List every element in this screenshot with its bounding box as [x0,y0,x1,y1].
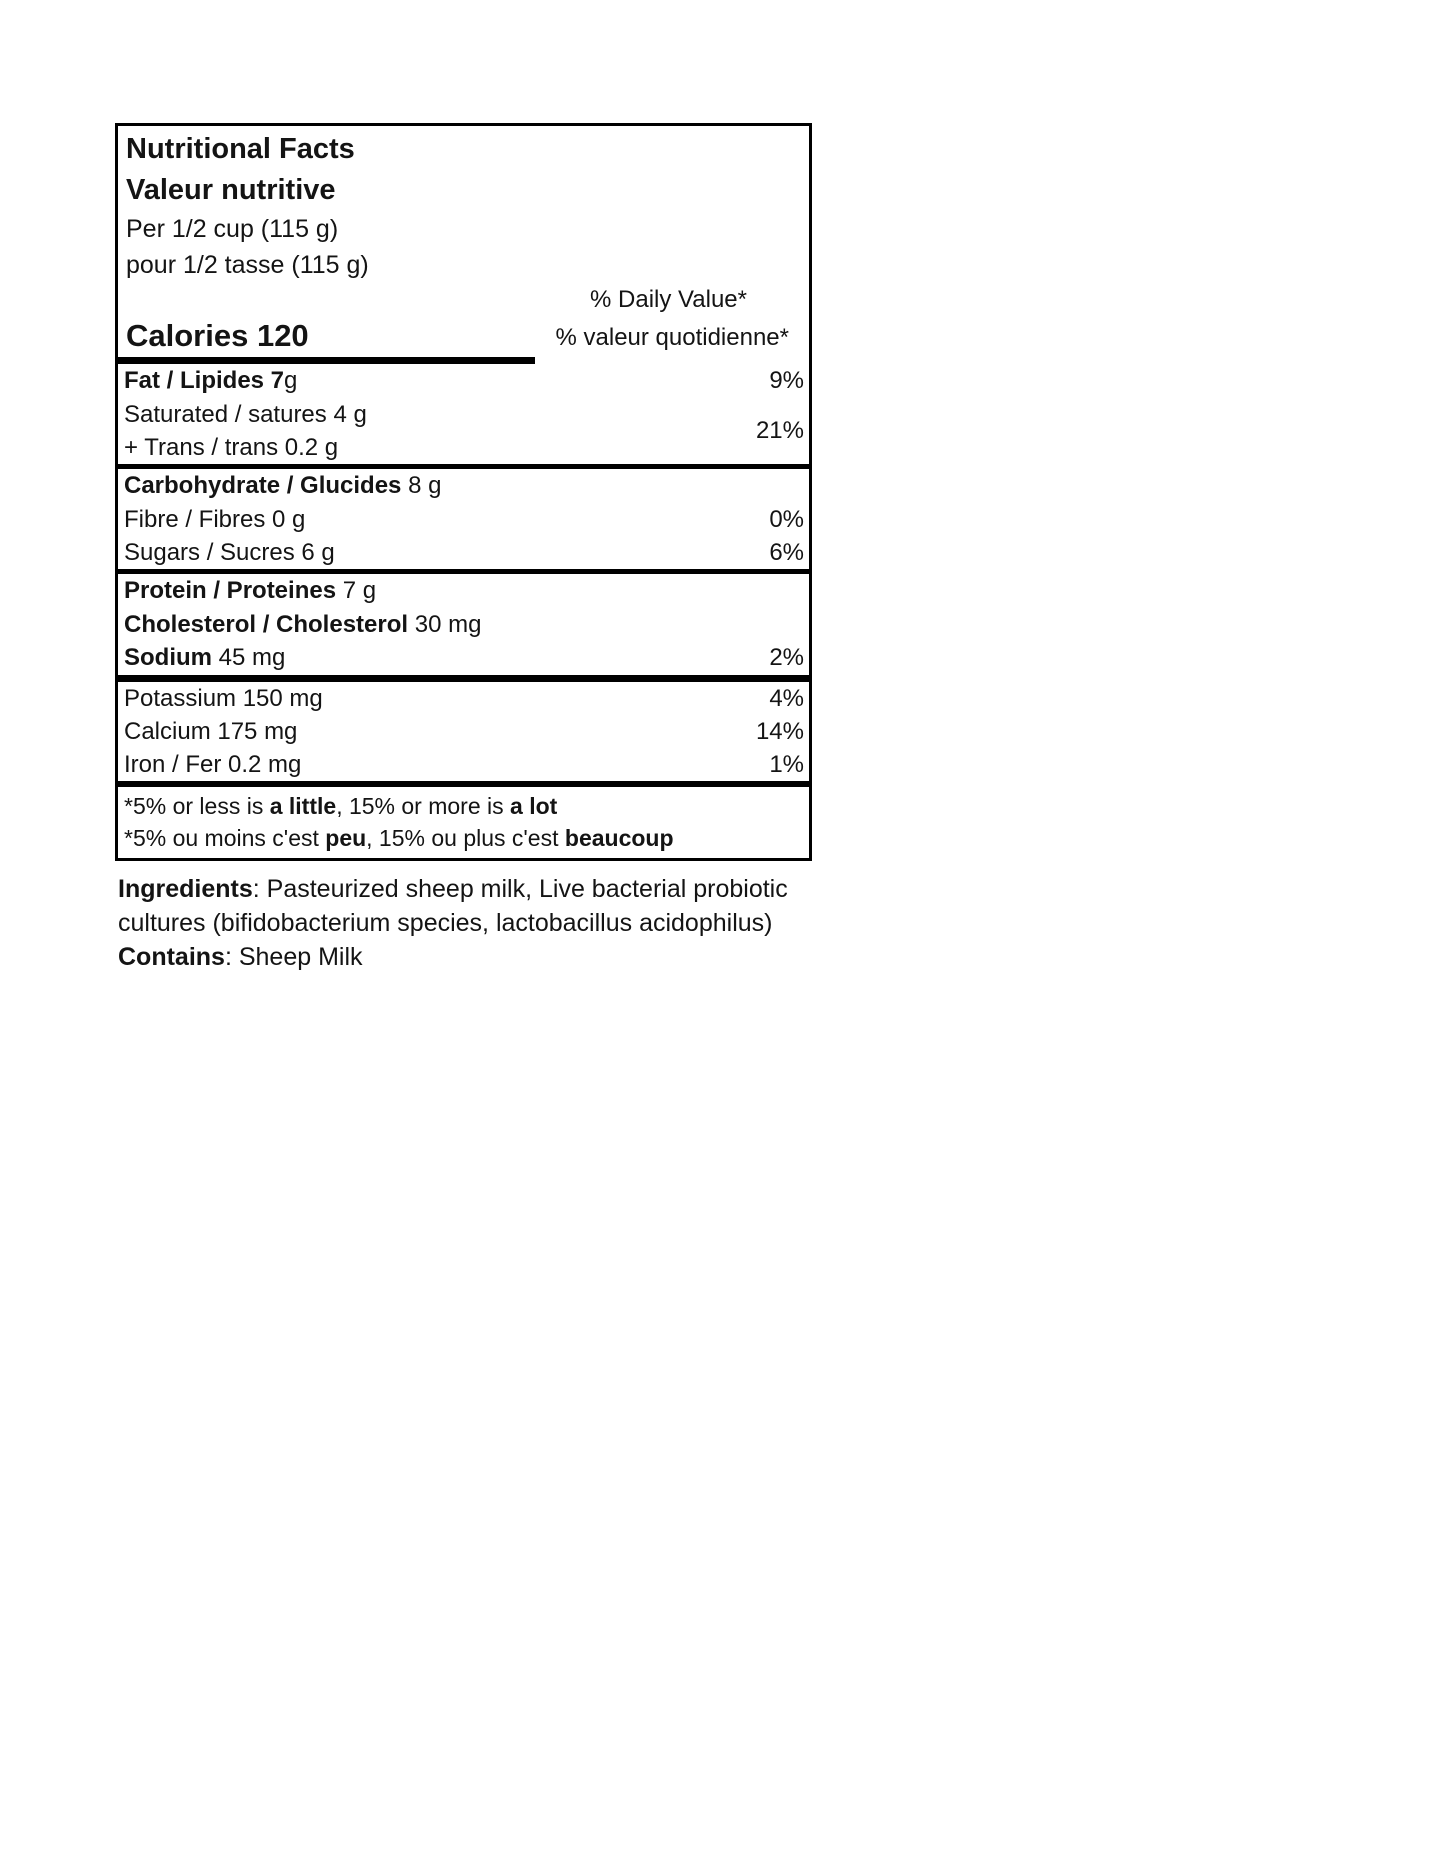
nutrition-title-en: Nutritional Facts [126,133,355,165]
row-cholesterol-name-rest: 30 mg [408,611,482,638]
protein-section: Protein / Proteines 7 g Cholesterol / Ch… [118,574,809,682]
row-saturated-name: Saturated / satures 4 g [124,401,367,428]
footnote-section: *5% or less is a little, 15% or more is … [118,787,809,858]
saturated-trans-names: Saturated / satures 4 g + Trans / trans … [124,398,756,464]
footnote-fr-beaucoup: beaucoup [564,825,674,851]
footnote-en-a-little: a little [269,793,337,819]
nutrition-facts-table: Nutritional Facts Valeur nutritive Per 1… [115,123,812,861]
row-fibre: Fibre / Fibres 0 g 0% [118,503,809,536]
row-protein: Protein / Proteines 7 g [118,574,809,608]
footnote-en-a-lot: a lot [510,793,558,819]
row-protein-name-rest: 7 g [336,577,377,604]
saturated-trans-percent: 21% [755,417,804,444]
row-cholesterol: Cholesterol / Cholesterol 30 mg [118,608,809,641]
row-fibre-name: Fibre / Fibres 0 g [124,506,306,533]
row-carbohydrate-name: Carbohydrate / Glucides 8 g [124,469,441,503]
ingredients-line-1-text: : Pasteurized sheep milk, Live bacterial… [252,875,788,903]
row-protein-name: Protein / Proteines 7 g [124,574,376,608]
row-fat-name: Fat / Lipides 7g [124,364,297,398]
row-fat-name-rest: g [284,367,298,394]
footnote-fr: *5% ou moins c'est peu, 15% ou plus c'es… [118,822,809,854]
nutrition-title-fr: Valeur nutritive [126,174,336,206]
row-iron: Iron / Fer 0.2 mg 1% [118,748,809,781]
row-iron-percent: 1% [769,751,804,778]
footnote-fr-part3: , 15% ou plus c'est [366,825,565,851]
row-carbohydrate: Carbohydrate / Glucides 8 g [118,469,809,503]
row-carbohydrate-name-rest: 8 g [401,472,442,499]
row-sodium-name-bold: Sodium [124,644,212,671]
footnote-en: *5% or less is a little, 15% or more is … [118,790,809,822]
row-sugars: Sugars / Sucres 6 g 6% [118,536,809,569]
minerals-section: Potassium 150 mg 4% Calcium 175 mg 14% I… [118,682,809,787]
fat-section: Fat / Lipides 7g 9% Saturated / satures … [118,364,809,469]
row-fat-percent: 9% [769,367,804,394]
contains-line: Contains: Sheep Milk [118,940,818,974]
row-potassium: Potassium 150 mg 4% [118,682,809,715]
calories-underline [118,357,535,364]
saturated-trans-group: Saturated / satures 4 g + Trans / trans … [118,398,809,464]
row-potassium-percent: 4% [769,685,804,712]
row-protein-name-bold: Protein / Proteines [124,577,337,604]
row-fat-name-bold: Fat / Lipides 7 [124,367,285,394]
row-calcium-percent: 14% [755,718,804,745]
row-fat: Fat / Lipides 7g 9% [118,364,809,398]
contains-label: Contains [118,943,225,971]
footnote-en-part3: , 15% or more is [336,793,511,819]
row-sugars-percent: 6% [769,539,804,566]
serving-size-en: Per 1/2 cup (115 g) [126,215,339,243]
ingredients-block: Ingredients: Pasteurized sheep milk, Liv… [118,872,818,974]
row-sugars-name: Sugars / Sucres 6 g [124,539,335,566]
ingredients-label: Ingredients [118,875,253,903]
row-iron-name: Iron / Fer 0.2 mg [124,751,302,778]
row-calcium: Calcium 175 mg 14% [118,715,809,748]
row-cholesterol-name: Cholesterol / Cholesterol 30 mg [124,608,481,641]
footnote-fr-part1: *5% ou moins c'est [124,825,326,851]
contains-text: : Sheep Milk [224,943,363,971]
row-sodium-percent: 2% [769,644,804,671]
daily-value-header-en: % Daily Value* [590,286,747,313]
ingredients-line-1: Ingredients: Pasteurized sheep milk, Liv… [118,872,818,906]
serving-size-fr: pour 1/2 tasse (115 g) [126,251,369,279]
row-carbohydrate-name-bold: Carbohydrate / Glucides [124,472,402,499]
footnote-fr-peu: peu [325,825,367,851]
footnote-en-part1: *5% or less is [124,793,270,819]
daily-value-header-fr: % valeur quotidienne* [555,324,790,351]
row-sodium: Sodium 45 mg 2% [118,641,809,675]
row-sodium-name-rest: 45 mg [212,644,286,671]
row-trans-name: + Trans / trans 0.2 g [124,434,339,461]
row-fibre-percent: 0% [769,506,804,533]
ingredients-line-2: cultures (bifidobacterium species, lacto… [118,909,773,937]
row-sodium-name: Sodium 45 mg [124,641,285,675]
calories-row: Calories 120 % valeur quotidienne* [118,317,809,355]
row-cholesterol-name-bold: Cholesterol / Cholesterol [124,611,409,638]
carbohydrate-section: Carbohydrate / Glucides 8 g Fibre / Fibr… [118,469,809,574]
row-calcium-name: Calcium 175 mg [124,718,298,745]
calories-value: Calories 120 [126,318,309,353]
row-potassium-name: Potassium 150 mg [124,685,323,712]
